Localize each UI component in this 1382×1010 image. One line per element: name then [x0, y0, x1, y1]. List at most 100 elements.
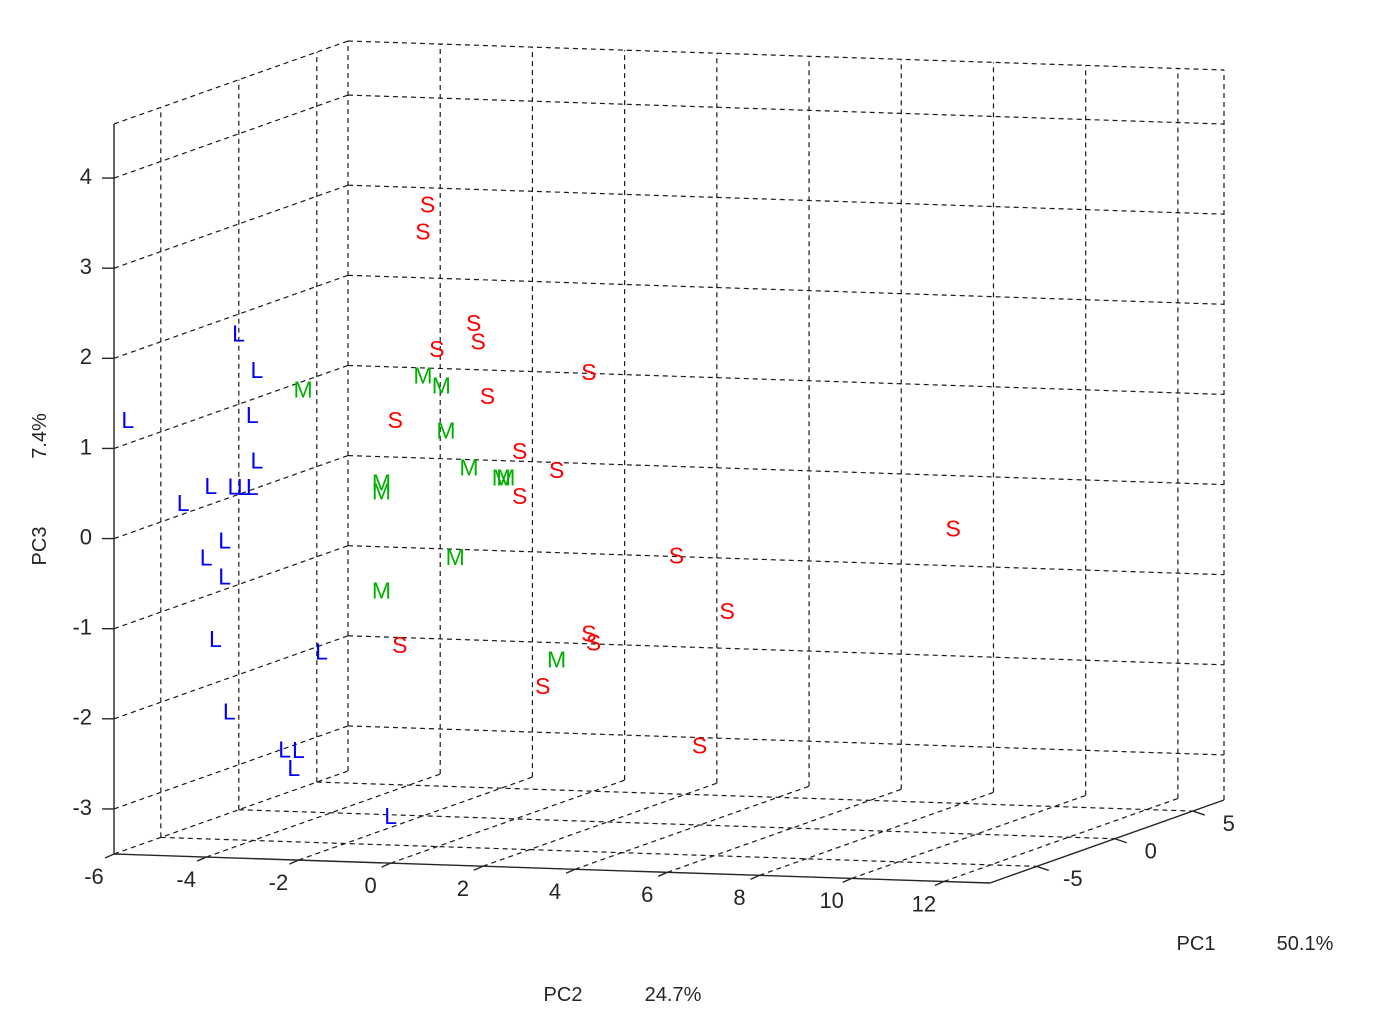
- pc2-tick-label: -4: [176, 867, 196, 892]
- pc3-variance-label: 7.4%: [29, 413, 51, 459]
- pc2-variance-label: 24.7%: [645, 984, 702, 1006]
- pc1-axis-line: [989, 799, 1225, 884]
- back-wall-top-edge: [347, 40, 1225, 71]
- point-l: L: [278, 737, 291, 763]
- pc2-tick-mark: [657, 871, 668, 877]
- back-wall-grid-line: [347, 364, 1225, 396]
- side-wall-grid-line: [113, 274, 349, 359]
- pc2-tick-label: 8: [733, 885, 745, 910]
- pc1-tick-label: -5: [1063, 866, 1083, 891]
- point-s: S: [586, 630, 601, 656]
- point-l: L: [177, 490, 190, 516]
- side-wall-grid-line: [113, 364, 349, 450]
- point-s: S: [692, 732, 707, 758]
- side-wall-grid-line: [113, 725, 349, 810]
- point-m: M: [372, 578, 391, 604]
- pc3-tick-label: -3: [72, 795, 92, 820]
- pc2-tick-mark: [565, 868, 576, 874]
- pc3-axis-label: PC3: [29, 527, 51, 566]
- point-s: S: [429, 336, 444, 362]
- point-s: S: [471, 328, 486, 354]
- grid-lines: [113, 40, 1225, 883]
- point-m: M: [459, 454, 478, 480]
- pc1-tick-label: 0: [1145, 839, 1157, 864]
- point-l: L: [251, 357, 264, 383]
- point-s: S: [420, 192, 435, 218]
- pc2-tick-mark: [750, 874, 760, 881]
- pc2-tick-label: -2: [269, 870, 289, 895]
- floor-grid-line: [759, 791, 994, 876]
- point-l: L: [287, 755, 300, 781]
- floor-grid-line: [667, 788, 902, 873]
- pc2-axis-line: [113, 853, 991, 884]
- point-l: L: [209, 626, 222, 652]
- point-m: M: [446, 544, 465, 570]
- back-wall-grid-line: [347, 184, 1225, 215]
- pc3-tick-label: 1: [80, 434, 92, 459]
- pc2-tick-label: 12: [912, 891, 936, 916]
- floor-grid-line: [316, 781, 1193, 812]
- point-l: L: [251, 447, 264, 473]
- floor-grid-line: [160, 836, 1037, 867]
- point-l: L: [292, 737, 305, 763]
- back-wall-grid-line: [347, 635, 1225, 666]
- pc3-tick-label: 3: [80, 254, 92, 279]
- side-wall-grid-line: [113, 184, 349, 269]
- pc2-tick-mark: [934, 880, 945, 887]
- pc3-tick-label: 0: [80, 524, 92, 549]
- pc3-tick-label: 4: [80, 164, 92, 189]
- pc1-tick-label: 5: [1223, 811, 1235, 836]
- point-l: L: [218, 563, 231, 589]
- pc1-tick-mark: [1114, 838, 1128, 844]
- point-m: M: [413, 363, 432, 389]
- pc2-tick-mark: [473, 865, 484, 871]
- back-wall-grid-line: [347, 274, 1225, 305]
- point-s: S: [512, 483, 527, 509]
- pc3-tick-label: -1: [72, 615, 92, 640]
- point-m: M: [492, 464, 511, 490]
- side-wall-grid-line: [113, 94, 349, 179]
- point-l: L: [384, 803, 397, 829]
- point-m: M: [293, 377, 312, 403]
- point-l: L: [232, 320, 245, 346]
- floor-grid-line: [390, 779, 625, 864]
- point-m: M: [432, 372, 451, 398]
- point-l: L: [200, 545, 213, 571]
- point-s: S: [512, 438, 527, 464]
- pc2-tick-label: 0: [365, 873, 377, 898]
- point-l: L: [246, 402, 259, 428]
- point-s: S: [945, 515, 960, 541]
- pc1-tick-mark: [1192, 810, 1206, 816]
- point-s: S: [669, 542, 684, 568]
- pc2-tick-mark: [196, 856, 207, 862]
- pc1-tick-mark: [1036, 865, 1050, 872]
- floor-grid-line: [943, 797, 1179, 883]
- floor-grid-line: [238, 809, 1115, 840]
- back-wall-grid-line: [347, 725, 1225, 756]
- point-l: L: [315, 639, 328, 665]
- pc1-axis-label: PC1: [1177, 933, 1216, 955]
- point-s: S: [466, 310, 481, 336]
- point-m: M: [496, 465, 515, 491]
- pc2-axis-label: PC2: [544, 984, 583, 1006]
- pc2-tick-mark: [289, 859, 299, 865]
- pc3-tick-label: 2: [80, 344, 92, 369]
- pc2-tick-label: 6: [641, 882, 653, 907]
- side-wall-top-edge: [113, 40, 349, 125]
- pc2-tick-label: 10: [819, 888, 843, 913]
- pc2-tick-mark: [104, 853, 115, 859]
- pc2-tick-label: 4: [549, 879, 561, 904]
- pc2-tick-label: -6: [84, 864, 104, 889]
- pc2-tick-mark: [381, 862, 391, 868]
- back-wall-grid-line: [347, 94, 1225, 125]
- point-l: L: [121, 407, 134, 433]
- point-m: M: [372, 478, 391, 504]
- point-s: S: [388, 407, 403, 433]
- point-l: L: [204, 473, 217, 499]
- point-m: M: [436, 417, 455, 443]
- point-l: L: [218, 527, 231, 553]
- point-s: S: [480, 383, 495, 409]
